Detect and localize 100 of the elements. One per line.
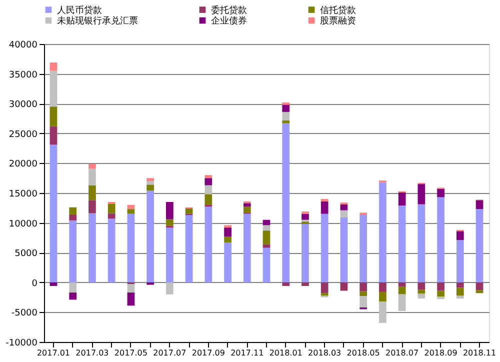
bar bbox=[262, 248, 270, 282]
bar bbox=[476, 282, 484, 290]
bar bbox=[302, 282, 309, 286]
bar bbox=[282, 120, 290, 124]
bar bbox=[320, 198, 328, 202]
y-tick-label: 10000 bbox=[8, 219, 38, 230]
x-tick-label: 2018.03 bbox=[308, 348, 342, 358]
x-tick-label: 2017.05 bbox=[114, 348, 148, 358]
bar bbox=[69, 282, 77, 293]
bar bbox=[340, 204, 348, 210]
bar bbox=[456, 240, 464, 282]
bar bbox=[456, 296, 464, 298]
bar bbox=[476, 290, 484, 294]
legend-label: 企业债券 bbox=[211, 16, 247, 26]
legend-label: 信托贷款 bbox=[320, 4, 356, 16]
bar bbox=[166, 282, 174, 294]
y-tick-label: 30000 bbox=[8, 100, 38, 110]
bar bbox=[340, 282, 348, 291]
y-tick-label: 5000 bbox=[14, 249, 38, 260]
bar bbox=[320, 214, 328, 282]
bar bbox=[302, 224, 309, 282]
bar bbox=[476, 209, 484, 282]
bar bbox=[146, 282, 154, 285]
bar bbox=[166, 202, 174, 220]
bar bbox=[127, 209, 135, 214]
bar bbox=[418, 294, 426, 298]
bar bbox=[398, 286, 406, 294]
bar bbox=[340, 217, 348, 282]
x-tick-label: 2018.01 bbox=[269, 348, 302, 358]
legend-label: 未贴现银行承兑汇票 bbox=[57, 16, 138, 26]
bar bbox=[437, 282, 444, 291]
bar bbox=[418, 204, 426, 282]
bar bbox=[204, 206, 212, 282]
bar bbox=[50, 106, 58, 126]
legend-label: 股票融资 bbox=[320, 16, 356, 26]
bar bbox=[379, 282, 386, 292]
bar bbox=[69, 292, 77, 300]
bar bbox=[50, 70, 58, 107]
bar bbox=[69, 220, 77, 282]
bar bbox=[456, 288, 464, 296]
x-tick-label: 2017.07 bbox=[153, 348, 186, 358]
bar bbox=[146, 184, 154, 191]
y-tick-label: 20000 bbox=[8, 160, 38, 170]
bar bbox=[418, 184, 426, 204]
bar bbox=[204, 178, 212, 186]
bar bbox=[108, 213, 116, 219]
y-tick-label: 40000 bbox=[8, 40, 38, 50]
x-tick-label: 2018.05 bbox=[346, 348, 380, 358]
bar bbox=[320, 293, 328, 296]
bar bbox=[204, 175, 212, 178]
y-tick-label: -10000 bbox=[6, 338, 38, 348]
bar bbox=[127, 204, 135, 210]
bar bbox=[108, 218, 116, 282]
bar bbox=[88, 164, 96, 169]
bar bbox=[398, 206, 406, 282]
bar bbox=[224, 225, 232, 228]
bar bbox=[262, 230, 270, 244]
bar bbox=[146, 181, 154, 185]
bar bbox=[166, 219, 174, 226]
legend-label: 委托贷款 bbox=[211, 4, 247, 16]
bar bbox=[302, 211, 309, 214]
bar bbox=[243, 214, 251, 282]
bar bbox=[50, 144, 58, 282]
bar bbox=[166, 228, 174, 282]
bar bbox=[243, 203, 251, 207]
bar bbox=[437, 290, 444, 297]
bar bbox=[379, 301, 386, 323]
bar bbox=[69, 214, 77, 220]
bar bbox=[282, 104, 290, 112]
bar bbox=[360, 212, 368, 216]
bar bbox=[437, 296, 444, 300]
bar bbox=[360, 215, 368, 282]
bar bbox=[437, 188, 444, 198]
x-tick-label: 2018.09 bbox=[424, 348, 458, 358]
bar bbox=[398, 294, 406, 312]
bar bbox=[320, 201, 328, 214]
y-tick-label: 35000 bbox=[8, 70, 38, 80]
legend-label: 人民币贷款 bbox=[57, 4, 102, 16]
bar bbox=[340, 210, 348, 218]
y-tick-label: 25000 bbox=[8, 130, 38, 140]
bar bbox=[50, 62, 58, 71]
bar bbox=[398, 192, 406, 206]
bar bbox=[418, 282, 426, 290]
bar bbox=[50, 126, 58, 145]
bar bbox=[204, 185, 212, 194]
x-tick-label: 2017.03 bbox=[76, 348, 109, 358]
bar bbox=[224, 236, 232, 242]
bar bbox=[262, 244, 270, 248]
bar bbox=[302, 214, 309, 220]
y-tick-label: 15000 bbox=[8, 190, 38, 200]
bar bbox=[360, 291, 368, 296]
bar bbox=[398, 282, 406, 287]
bar bbox=[282, 112, 290, 120]
bar bbox=[50, 282, 58, 286]
bar bbox=[282, 282, 290, 286]
bar bbox=[379, 182, 386, 282]
x-tick-label: 2018.07 bbox=[386, 348, 419, 358]
bar bbox=[262, 225, 270, 231]
bar bbox=[127, 214, 135, 282]
x-tick-label: 2017.09 bbox=[192, 348, 225, 358]
